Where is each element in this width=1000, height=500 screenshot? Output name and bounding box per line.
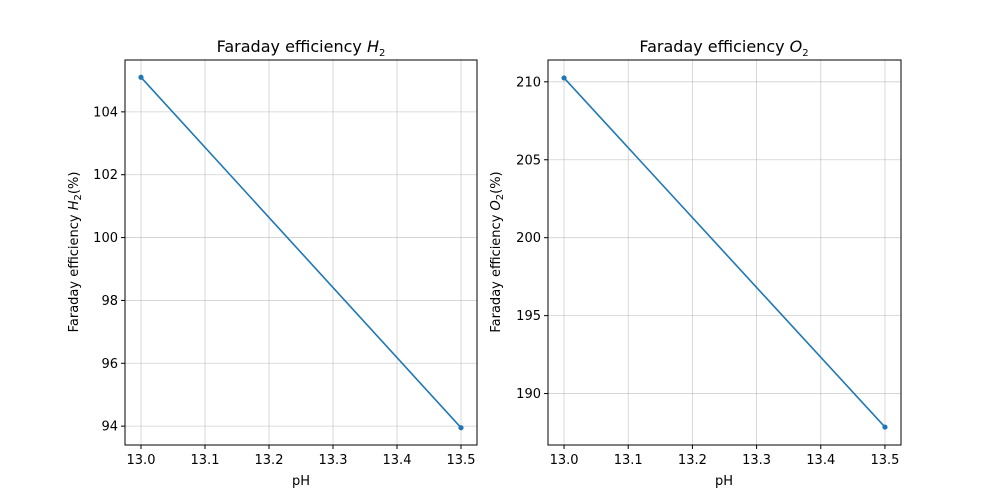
x-tick-label: 13.4 — [383, 453, 412, 468]
x-tick-label: 13.0 — [127, 453, 156, 468]
chart-title-o2-var: O — [790, 37, 803, 56]
chart-panel-o2: 13.0 13.1 13.2 13.3 13.4 13.5190195200205210 … — [489, 37, 902, 489]
ticks-h2: 13.0 13.1 13.2 13.3 13.4 13.5 94 96 98 100 102 104 — [93, 105, 475, 468]
y-axis-label-o2: Faraday efficiency O2(%) — [489, 171, 506, 332]
y-axis-label-o2-sub: 2 — [495, 194, 506, 200]
x-tick-label: 13.4 — [806, 453, 835, 468]
series-h2 — [138, 74, 464, 431]
data-point-h2 — [138, 74, 144, 80]
y-tick-label: 205 — [516, 153, 541, 168]
x-tick-label: 13.2 — [255, 453, 284, 468]
y-axis-label-o2-suffix: (%) — [489, 171, 504, 194]
x-tick-label: 13.3 — [742, 453, 771, 468]
chart-title-o2: Faraday efficiency O2 — [639, 37, 808, 59]
chart-title-h2-var: H — [367, 37, 379, 56]
y-tick-label: 200 — [516, 231, 541, 246]
x-tick-label: 13.1 — [614, 453, 643, 468]
chart-title-h2-text: Faraday efficiency — [217, 37, 367, 56]
series-o2 — [561, 75, 888, 430]
y-axis-label-h2-var: H — [67, 200, 82, 210]
y-tick-label: 190 — [516, 387, 541, 402]
y-tick-label: 100 — [93, 231, 118, 246]
y-tick-label: 104 — [93, 105, 118, 120]
series-line-h2 — [140, 76, 462, 429]
series-line-o2 — [563, 77, 886, 428]
x-tick-label: 13.5 — [870, 453, 899, 468]
grid-h2 — [125, 60, 477, 445]
y-tick-label: 102 — [93, 168, 118, 183]
y-tick-label: 195 — [516, 309, 541, 324]
y-axis-label-o2-var: O — [489, 200, 504, 210]
y-tick-label: 210 — [516, 75, 541, 90]
x-tick-label: 13.0 — [550, 453, 579, 468]
data-point-o2 — [882, 424, 888, 430]
chart-panel-h2: 13.0 13.1 13.2 13.3 13.4 13.5949698100102104 … — [67, 37, 478, 489]
x-axis-label-h2: pH — [292, 474, 310, 489]
y-tick-label: 96 — [101, 357, 118, 372]
x-axis-label-o2: pH — [715, 474, 733, 489]
y-axis-label-o2-prefix: Faraday efficiency — [489, 210, 504, 332]
chart-title-h2-sub: 2 — [379, 48, 385, 59]
chart-title-h2: Faraday efficiency H2 — [217, 37, 386, 59]
data-point-h2 — [458, 425, 464, 431]
ticks-o2: 13.0 13.1 13.2 13.3 13.4 13.5 190 195 200 205 210 — [516, 75, 899, 468]
y-tick-label: 98 — [101, 294, 118, 309]
chart-title-o2-text: Faraday efficiency — [639, 37, 789, 56]
grid-o2 — [548, 60, 901, 445]
y-axis-label-h2-suffix: (%) — [67, 172, 82, 195]
x-tick-label: 13.3 — [319, 453, 348, 468]
chart-title-o2-sub: 2 — [802, 48, 808, 59]
data-point-o2 — [561, 75, 567, 81]
x-tick-label: 13.1 — [191, 453, 220, 468]
axes-frame-o2 — [547, 59, 902, 446]
x-tick-label: 13.2 — [678, 453, 707, 468]
y-tick-label: 94 — [101, 420, 118, 435]
y-axis-label-h2-prefix: Faraday efficiency — [67, 210, 82, 332]
y-axis-label-h2: Faraday efficiency H2(%) — [67, 172, 84, 333]
axes-frame-h2 — [124, 59, 478, 446]
x-tick-label: 13.5 — [447, 453, 476, 468]
y-axis-label-h2-sub: 2 — [73, 194, 84, 200]
